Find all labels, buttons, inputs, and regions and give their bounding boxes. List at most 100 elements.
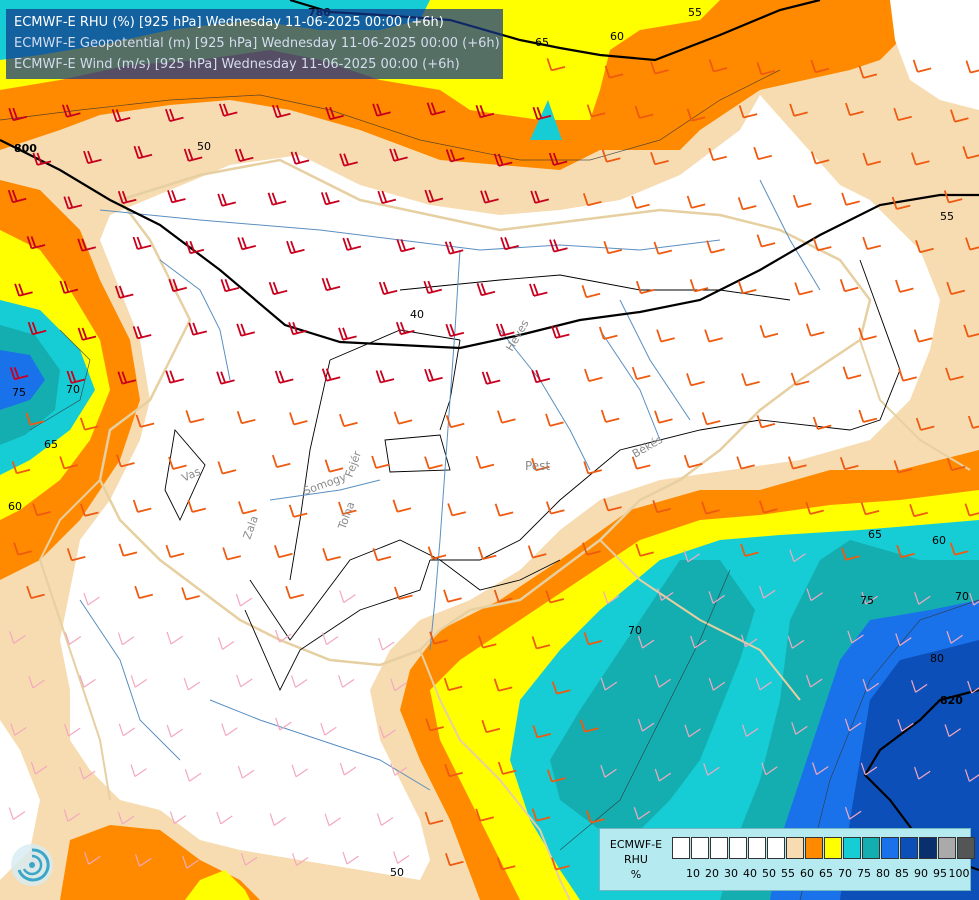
wind-barb xyxy=(165,544,185,558)
wind-barb xyxy=(83,150,102,164)
wind-barb xyxy=(545,590,565,604)
wind-barb xyxy=(497,410,516,424)
wind-barb xyxy=(844,718,862,732)
wind-barb xyxy=(741,373,760,387)
contour-label-rhu: 70 xyxy=(628,624,642,637)
wind-barb xyxy=(898,368,917,382)
legend-swatch xyxy=(919,837,937,859)
wind-barb xyxy=(839,457,859,471)
contour-label-geopotential: 820 xyxy=(940,694,963,707)
wind-barb xyxy=(946,457,966,471)
wind-barb xyxy=(690,635,707,649)
wind-barb xyxy=(546,769,566,783)
wind-barb xyxy=(789,103,808,117)
wind-barb xyxy=(950,109,969,123)
wind-barb xyxy=(135,854,152,867)
rhu-band-80-west xyxy=(0,350,45,410)
wind-barb xyxy=(964,503,979,517)
wind-barb xyxy=(379,725,396,739)
wind-barb xyxy=(185,410,205,424)
wind-barb xyxy=(79,766,96,780)
wind-barb xyxy=(579,719,599,733)
wind-barb xyxy=(222,547,242,561)
wind-barb xyxy=(218,103,238,117)
wind-barb xyxy=(166,631,184,645)
wind-barb xyxy=(168,278,188,293)
wind-barb xyxy=(895,633,912,646)
wind-barb xyxy=(25,412,45,426)
wind-barb xyxy=(708,147,727,161)
wind-barb xyxy=(967,680,979,694)
wind-barb xyxy=(325,106,344,121)
wind-barb xyxy=(9,631,26,644)
wind-barb xyxy=(61,104,81,118)
wind-barb xyxy=(740,634,758,648)
wind-barb xyxy=(893,460,913,474)
wind-barb xyxy=(234,148,254,162)
wind-barb xyxy=(792,194,812,208)
legend-label: ECMWF-E RHU % xyxy=(604,837,668,882)
wind-barb xyxy=(268,281,288,296)
rhu-band-70-north-small xyxy=(530,100,562,140)
wind-barb xyxy=(425,718,444,732)
wind-barb xyxy=(236,323,256,337)
wind-barb xyxy=(812,238,832,252)
wind-barb xyxy=(426,102,446,116)
wind-barb xyxy=(753,146,773,161)
legend-tick-label: 70 xyxy=(838,867,852,880)
wind-barb xyxy=(684,724,701,738)
wind-barb xyxy=(30,761,48,775)
isohypse-800 xyxy=(0,139,979,350)
wind-barb xyxy=(858,327,877,341)
wind-barb xyxy=(527,545,547,559)
wind-barb xyxy=(946,281,966,295)
wind-barb xyxy=(117,190,137,205)
wind-barb xyxy=(806,588,823,602)
wind-barb xyxy=(839,279,859,293)
legend-swatches xyxy=(672,837,976,859)
legend-swatch xyxy=(786,837,804,859)
contour-label-rhu: 75 xyxy=(860,594,874,607)
wind-barb xyxy=(339,590,356,603)
wind-barb xyxy=(756,234,776,248)
wind-barb xyxy=(812,416,832,430)
wind-barb xyxy=(652,500,671,514)
legend-swatch xyxy=(672,837,690,859)
wind-barb xyxy=(708,591,725,604)
wind-barb xyxy=(118,723,136,737)
wind-barb xyxy=(132,236,152,250)
wind-barb xyxy=(912,59,932,73)
wind-barb xyxy=(737,281,757,295)
wind-barb xyxy=(290,151,310,165)
wind-barb xyxy=(810,151,830,165)
wind-barb xyxy=(604,65,624,79)
wind-barb xyxy=(292,853,309,866)
wind-barb xyxy=(701,412,721,426)
wind-barb xyxy=(583,632,603,646)
wind-barb xyxy=(531,458,550,472)
country-border xyxy=(98,158,872,667)
contour-label-rhu: 60 xyxy=(610,30,624,43)
legend-swatch xyxy=(748,837,766,859)
wind-barb xyxy=(396,239,416,253)
wind-barb xyxy=(376,813,394,826)
wind-barb xyxy=(475,808,495,822)
wind-barb xyxy=(531,369,551,384)
wind-barb xyxy=(477,635,497,649)
wind-barb xyxy=(134,585,154,599)
wind-barb xyxy=(338,675,355,688)
wind-barb xyxy=(741,724,759,737)
wind-barb xyxy=(392,499,412,513)
legend-tick-label: 40 xyxy=(743,867,757,880)
wind-barb xyxy=(689,279,709,293)
wind-barb xyxy=(443,677,463,691)
wind-barb xyxy=(66,370,86,384)
wind-barb xyxy=(64,723,81,737)
contour-label-rhu: 65 xyxy=(868,528,882,541)
legend-swatch xyxy=(938,837,956,859)
wind-barb xyxy=(28,675,45,689)
wind-barb xyxy=(324,459,344,473)
wind-barb xyxy=(236,674,253,688)
wind-barb xyxy=(63,196,83,210)
